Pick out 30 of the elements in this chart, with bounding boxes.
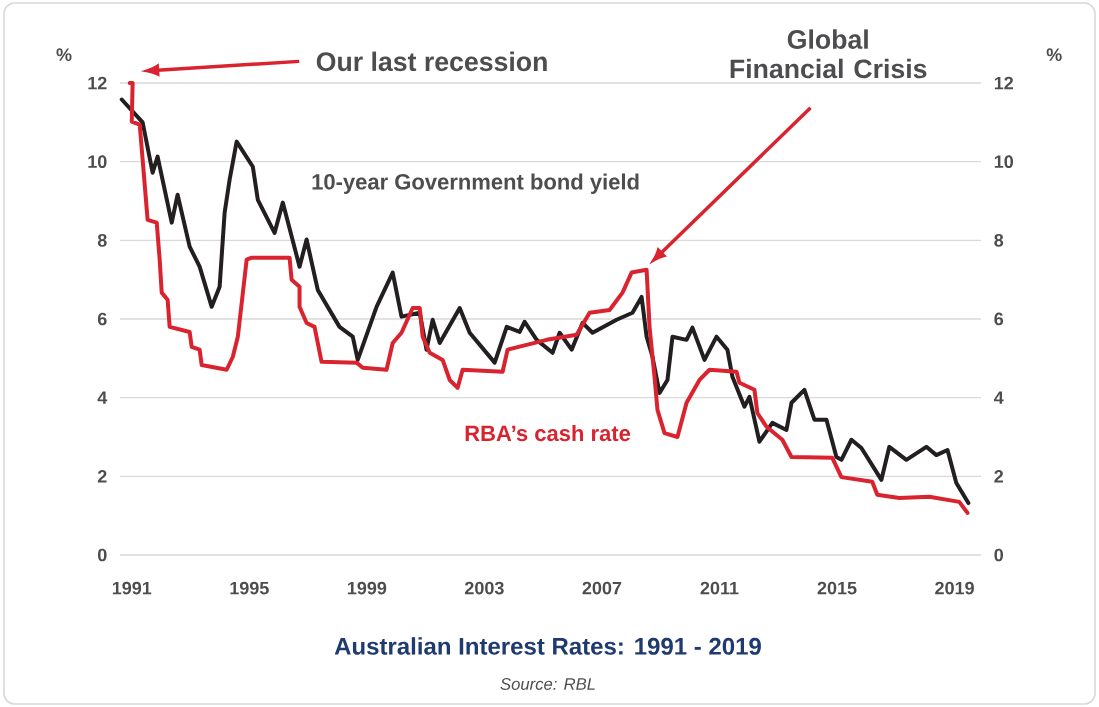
y-tick-label: 0 — [97, 548, 107, 562]
x-tick-label: 2011 — [700, 581, 739, 595]
text: Australian Interest Rates: 1991 - 2019 — [334, 637, 761, 655]
y-tick-label: 8 — [97, 233, 107, 247]
y-axis-title: % — [56, 48, 72, 62]
x-tick-label: 1991 — [112, 581, 152, 595]
text: Global Financial Crisis — [730, 29, 927, 79]
source-note: Source: RBL — [500, 678, 595, 690]
x-tick-label: 2019 — [935, 581, 974, 595]
y-tick-label: 10 — [88, 155, 107, 169]
y2-axis-title: % — [1046, 48, 1062, 62]
y2-tick-label: 2 — [994, 470, 1004, 483]
y2-tick-label: 0 — [994, 548, 1004, 562]
x-tick-label: 1999 — [347, 581, 387, 595]
y2-tick-label: 10 — [994, 155, 1014, 169]
text: Our last recession — [316, 51, 547, 72]
x-tick-label: 2015 — [817, 581, 857, 595]
y2-tick-label: 4 — [993, 391, 1004, 404]
y-tick-label: 12 — [88, 76, 107, 90]
x-tick-label: 2003 — [464, 581, 504, 595]
y-tick-label: 2 — [97, 470, 107, 483]
y2-tick-label: 8 — [994, 233, 1004, 247]
y2-tick-label: 12 — [994, 76, 1014, 90]
y-tick-label: 4 — [97, 391, 108, 404]
y-tick-label: 6 — [97, 312, 107, 326]
x-tick-label: 1995 — [230, 581, 269, 595]
y2-tick-label: 6 — [994, 312, 1004, 326]
series-label: RBA’s cash rate — [465, 424, 631, 442]
x-tick-label: 2007 — [582, 581, 622, 595]
series-label: 10-year Government bond yield — [312, 173, 639, 194]
